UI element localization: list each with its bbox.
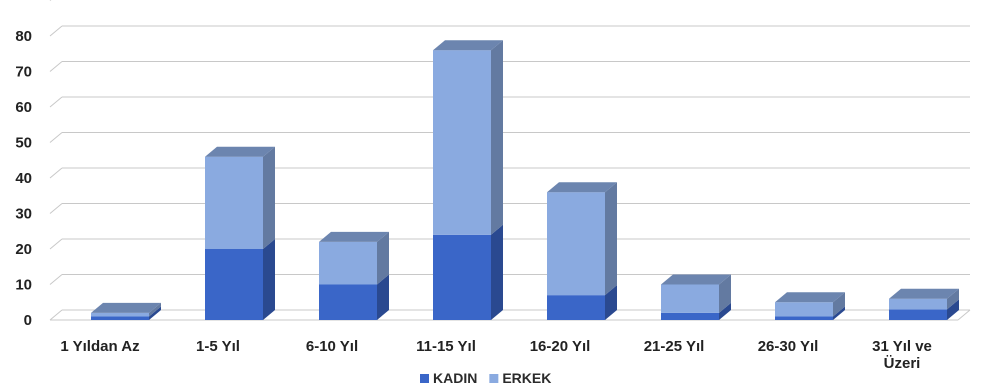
bar-kadin-front (91, 316, 149, 320)
x-category-label: Üzeri (884, 355, 921, 372)
y-tick-label: 30 (15, 206, 32, 223)
gridline-side (49, 274, 63, 285)
bar-erkek-top (319, 231, 389, 242)
x-category-label: 1-5 Yıl (196, 338, 240, 355)
gridline-side (49, 238, 63, 250)
x-category-label: 26-30 Yıl (758, 338, 819, 355)
legend-swatch-erkek (489, 374, 499, 383)
bar-erkek-top (661, 274, 731, 285)
legend-swatch-kadin (420, 374, 429, 383)
bar-erkek-top (775, 292, 845, 303)
bar-kadin-side (491, 224, 503, 320)
gridline-side (49, 0, 52, 1)
floor-edge-side (957, 309, 971, 321)
bar-kadin-front (319, 284, 377, 320)
bar-erkek-front (205, 156, 263, 249)
y-tick-label: 50 (15, 135, 32, 152)
bar-erkek-side (719, 274, 731, 313)
x-category-label: 31 Yıl ve (872, 338, 932, 355)
legend-label-erkek: ERKEK (502, 370, 551, 386)
x-category-label: 16-20 Yıl (530, 338, 591, 355)
bar-kadin-side (947, 299, 959, 320)
bar-kadin-front (889, 309, 947, 320)
bar-kadin-side (149, 306, 161, 320)
bar-kadin-side (605, 285, 617, 320)
bar-erkek-front (433, 50, 491, 235)
bar-kadin-front (547, 295, 605, 320)
bar-erkek-side (947, 288, 959, 310)
gridline-side (49, 203, 63, 214)
bar-erkek-side (491, 40, 503, 235)
y-tick-label: 40 (15, 170, 32, 187)
bar-erkek-top (91, 302, 161, 313)
y-tick-label: 10 (15, 277, 32, 294)
bar-kadin-front (661, 312, 719, 320)
x-category-label: 11-15 Yıl (416, 338, 476, 355)
gridline-side (49, 61, 63, 72)
bar-erkek-side (377, 231, 389, 285)
bar-erkek-front (661, 284, 719, 313)
x-category-label: 21-25 Yıl (644, 338, 705, 355)
bar-kadin-side (833, 306, 845, 320)
y-tick-label: 80 (15, 28, 32, 45)
bar-erkek-front (889, 298, 947, 310)
bar-erkek-top (889, 288, 959, 299)
bar-erkek-side (605, 182, 617, 296)
y-tick-label: 0 (24, 312, 32, 329)
y-tick-label: 70 (15, 64, 32, 81)
bar-erkek-side (833, 292, 845, 317)
bar-erkek-front (775, 302, 833, 317)
y-tick-label: 20 (15, 241, 32, 258)
bar-erkek-front (319, 241, 377, 285)
bar-erkek-front (547, 192, 605, 296)
bar-erkek-top (433, 40, 503, 51)
gridline-side (49, 309, 63, 321)
bar-kadin-side (719, 302, 731, 320)
bar-erkek-side (263, 146, 275, 249)
bar-kadin-side (377, 274, 389, 320)
x-category-label: 1 Yıldan Az (60, 338, 139, 355)
bar-kadin-front (775, 316, 833, 320)
gridline-side (49, 25, 63, 37)
bar-erkek-top (205, 146, 275, 157)
gridline-side (49, 132, 63, 143)
bar-erkek-side (149, 302, 161, 317)
bar-kadin-side (263, 239, 275, 320)
bar-kadin-front (205, 249, 263, 320)
y-tick-label: 60 (15, 99, 32, 116)
bar-erkek-front (91, 312, 149, 317)
gridline-side (49, 96, 63, 108)
x-category-label: 6-10 Yıl (306, 338, 358, 355)
bar-kadin-front (433, 234, 491, 320)
bar-erkek-top (547, 182, 617, 193)
legend-label-kadin: KADIN (433, 370, 477, 386)
gridline-side (49, 167, 63, 179)
